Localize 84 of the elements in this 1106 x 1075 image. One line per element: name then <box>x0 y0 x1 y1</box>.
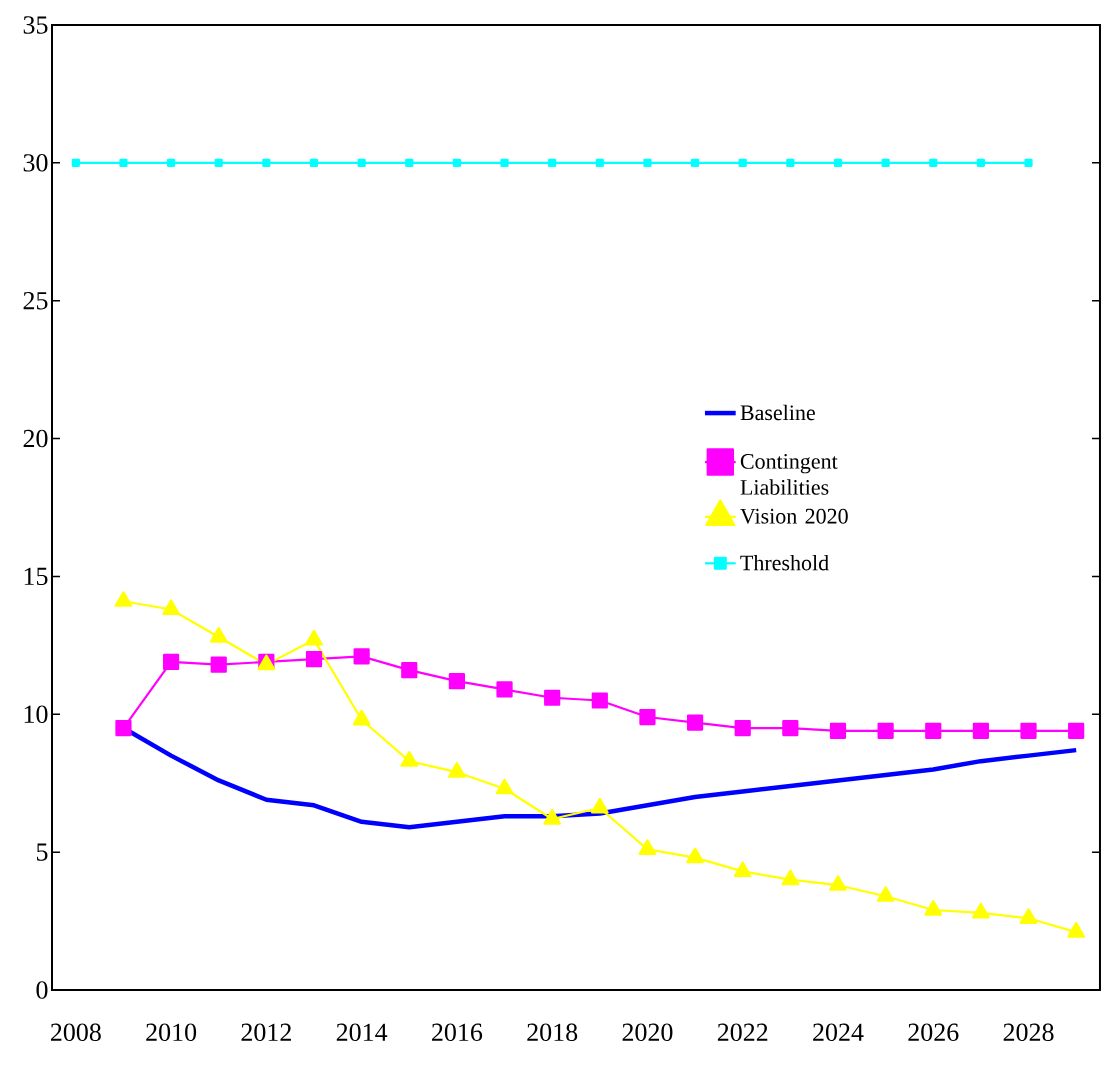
point <box>638 839 657 855</box>
x-tick-label: 2026 <box>908 1023 959 1042</box>
point <box>305 651 323 668</box>
x-tick-label: 2022 <box>717 1023 768 1042</box>
point <box>591 692 608 709</box>
point <box>405 158 414 167</box>
point <box>781 869 800 886</box>
point <box>352 709 371 726</box>
point <box>595 158 604 167</box>
y-tick-label: 15 <box>24 567 48 586</box>
point <box>400 751 419 767</box>
point <box>829 722 847 739</box>
x-tick-label: 2020 <box>622 1023 673 1042</box>
point <box>590 797 609 814</box>
point <box>686 714 704 731</box>
point <box>686 847 704 864</box>
point <box>877 722 894 739</box>
point <box>643 158 652 167</box>
point <box>924 899 943 916</box>
point <box>881 158 890 167</box>
point <box>639 708 656 726</box>
point <box>114 591 133 607</box>
point <box>448 673 465 690</box>
point <box>1019 908 1038 924</box>
y-tick-label: 30 <box>23 154 48 172</box>
legend-label: Baseline <box>740 404 815 421</box>
point <box>500 158 509 167</box>
x-tick-label: 2028 <box>1003 1023 1054 1042</box>
point <box>833 158 843 167</box>
point <box>119 158 128 167</box>
point <box>448 762 466 778</box>
point <box>162 599 180 616</box>
point <box>214 158 223 167</box>
legend-label: Contingent Liabilities <box>740 454 838 495</box>
point <box>876 886 895 902</box>
point <box>734 719 751 737</box>
point <box>401 662 418 679</box>
point <box>829 875 847 891</box>
point <box>210 656 227 673</box>
legend-label: Vision 2020 <box>740 508 848 524</box>
y-tick-label: 20 <box>23 429 48 448</box>
point <box>544 689 561 706</box>
point <box>357 158 366 167</box>
x-tick-label: 2008 <box>50 1023 101 1042</box>
point <box>1067 921 1086 938</box>
point <box>971 902 990 919</box>
point <box>353 648 370 665</box>
y-tick-label: 10 <box>24 705 48 724</box>
point <box>972 722 989 739</box>
point <box>162 653 180 670</box>
point <box>1020 722 1037 739</box>
x-tick-label: 2010 <box>146 1023 197 1042</box>
point <box>166 158 176 167</box>
point <box>976 158 985 167</box>
point <box>496 681 513 698</box>
point <box>690 158 700 167</box>
point <box>115 719 132 737</box>
point <box>925 722 942 739</box>
x-tick-label: 2024 <box>813 1023 864 1042</box>
y-tick-label: 35 <box>23 16 48 34</box>
x-tick-label: 2016 <box>432 1023 483 1042</box>
point <box>1068 722 1085 739</box>
point <box>262 158 271 167</box>
x-tick-label: 2012 <box>241 1023 291 1042</box>
point <box>1024 158 1033 167</box>
legend-label: Threshold <box>740 554 829 571</box>
y-tick-label: 0 <box>36 981 48 999</box>
point <box>548 158 557 167</box>
point <box>929 158 938 167</box>
point <box>733 861 752 878</box>
point <box>786 158 795 167</box>
point <box>543 808 562 825</box>
point <box>309 158 319 167</box>
y-tick-label: 5 <box>36 843 48 861</box>
point <box>495 778 514 795</box>
point <box>305 629 323 646</box>
point <box>209 626 228 643</box>
y-tick-label: 25 <box>23 291 48 310</box>
point <box>452 158 461 167</box>
point <box>782 719 799 737</box>
point <box>71 158 80 167</box>
point <box>738 158 747 167</box>
x-tick-label: 2018 <box>527 1023 578 1042</box>
x-tick-label: 2014 <box>336 1023 388 1042</box>
